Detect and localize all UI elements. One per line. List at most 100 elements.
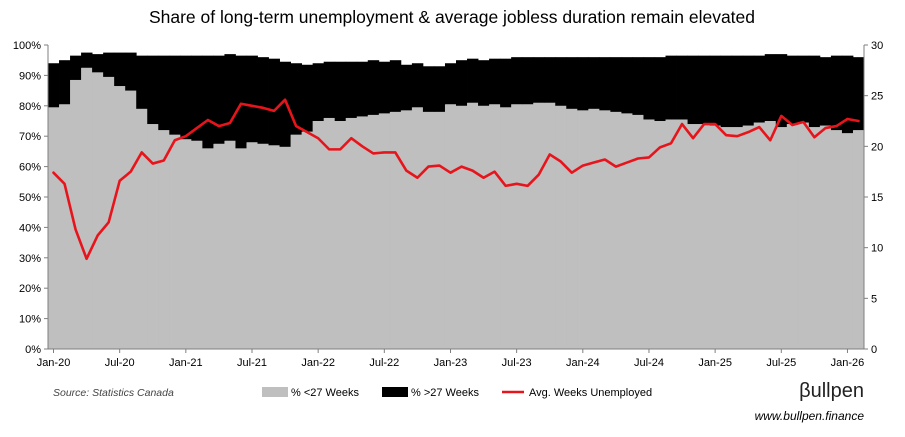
y-left-tick-label: 70% — [19, 131, 41, 143]
bar-over-27-weeks — [654, 57, 666, 121]
bar-over-27-weeks — [577, 57, 589, 111]
line-layer — [52, 98, 860, 261]
bar-over-27-weeks — [411, 63, 424, 108]
bar-over-27-weeks — [323, 61, 336, 118]
bar-under-27-weeks — [257, 143, 269, 349]
x-tick-label: Jul-21 — [237, 357, 267, 369]
bar-under-27-weeks — [389, 111, 402, 349]
bar-over-27-weeks — [290, 63, 303, 135]
bar-over-27-weeks — [643, 57, 655, 120]
bar-over-27-weeks — [830, 55, 843, 131]
bar-over-27-weeks — [599, 57, 611, 111]
bar-under-27-weeks — [81, 67, 93, 350]
x-tick-label: Jul-24 — [634, 357, 664, 369]
website-url: www.bullpen.finance — [755, 409, 865, 423]
bar-under-27-weeks — [378, 113, 391, 350]
bar-under-27-weeks — [411, 107, 424, 349]
bar-under-27-weeks — [643, 119, 655, 349]
bar-over-27-weeks — [709, 55, 722, 126]
y-left-tick-label: 100% — [13, 40, 41, 52]
bar-under-27-weeks — [400, 110, 413, 349]
y-left-tick-label: 10% — [19, 314, 41, 326]
bar-under-27-weeks — [665, 119, 677, 349]
bar-under-27-weeks — [797, 122, 810, 350]
bar-over-27-weeks — [378, 61, 391, 114]
bar-under-27-weeks — [125, 90, 137, 349]
bar-under-27-weeks — [566, 108, 578, 349]
bar-over-27-weeks — [621, 57, 633, 114]
bar-over-27-weeks — [180, 55, 192, 140]
bar-over-27-weeks — [268, 58, 280, 146]
y-right-tick-label: 15 — [871, 192, 883, 204]
bar-under-27-weeks — [367, 114, 380, 349]
bar-under-27-weeks — [103, 76, 115, 350]
bar-under-27-weeks — [599, 110, 611, 349]
bar-over-27-weeks — [224, 54, 236, 141]
bar-under-27-weeks — [478, 105, 490, 349]
legend-label: Avg. Weeks Unemployed — [529, 387, 652, 399]
bar-under-27-weeks — [158, 130, 170, 349]
bar-over-27-weeks — [246, 55, 258, 143]
y-right-tick-label: 30 — [871, 40, 883, 52]
bar-under-27-weeks — [279, 146, 291, 349]
y-left-tick-label: 80% — [19, 101, 41, 113]
y-left-tick-label: 90% — [19, 70, 41, 82]
bar-over-27-weeks — [103, 52, 115, 77]
bar-under-27-weeks — [489, 104, 501, 349]
bar-under-27-weeks — [720, 127, 733, 349]
bar-over-27-weeks — [489, 58, 501, 105]
y-left-tick-label: 50% — [19, 192, 41, 204]
bar-under-27-weeks — [213, 143, 225, 349]
avg-weeks-line — [52, 98, 860, 261]
bar-under-27-weeks — [114, 86, 126, 349]
bar-under-27-weeks — [632, 114, 644, 349]
bar-under-27-weeks — [577, 110, 589, 349]
bar-under-27-weeks — [191, 140, 203, 349]
bar-over-27-weeks — [235, 55, 247, 149]
bar-over-27-weeks — [566, 57, 578, 109]
x-tick-label: Jan-26 — [831, 357, 865, 369]
x-tick-label: Jan-25 — [698, 357, 732, 369]
bar-under-27-weeks — [819, 125, 832, 349]
bar-under-27-weeks — [422, 111, 435, 349]
bar-over-27-weeks — [257, 57, 269, 144]
bar-under-27-weeks — [654, 121, 666, 349]
bar-over-27-weeks — [48, 63, 60, 108]
bar-over-27-weeks — [444, 63, 457, 105]
bar-under-27-weeks — [522, 104, 534, 349]
bar-under-27-weeks — [312, 121, 325, 349]
y-left-tick-label: 60% — [19, 162, 41, 174]
y-right-tick-label: 20 — [871, 141, 883, 153]
bar-under-27-weeks — [731, 127, 744, 349]
bar-over-27-weeks — [158, 55, 170, 131]
legend-swatch — [382, 387, 408, 397]
brand-logo: βullpen — [799, 380, 864, 402]
bar-under-27-weeks — [610, 111, 622, 349]
bar-under-27-weeks — [323, 117, 336, 350]
bar-over-27-weeks — [852, 57, 865, 131]
bar-over-27-weeks — [389, 60, 402, 112]
bar-under-27-weeks — [709, 125, 722, 349]
bar-over-27-weeks — [191, 55, 203, 141]
bar-over-27-weeks — [334, 61, 347, 121]
bar-under-27-weeks — [511, 104, 523, 349]
bar-under-27-weeks — [169, 134, 181, 349]
bar-under-27-weeks — [290, 134, 303, 349]
bar-under-27-weeks — [444, 104, 457, 349]
x-tick-label: Jan-22 — [301, 357, 335, 369]
y-right-tick-label: 5 — [871, 293, 877, 305]
y-left-tick-label: 40% — [19, 222, 41, 234]
bar-over-27-weeks — [81, 52, 93, 68]
bar-over-27-weeks — [610, 57, 622, 112]
bar-over-27-weeks — [356, 61, 369, 117]
x-tick-label: Jul-23 — [502, 357, 532, 369]
legend-label: % <27 Weeks — [291, 387, 359, 399]
bar-over-27-weeks — [147, 55, 159, 125]
bar-over-27-weeks — [456, 60, 468, 106]
bar-under-27-weeks — [852, 130, 865, 349]
bar-over-27-weeks — [819, 57, 832, 126]
x-tick-label: Jan-21 — [169, 357, 203, 369]
bar-under-27-weeks — [59, 104, 71, 349]
chart-title: Share of long-term unemployment & averag… — [149, 7, 755, 27]
bar-under-27-weeks — [70, 79, 82, 350]
